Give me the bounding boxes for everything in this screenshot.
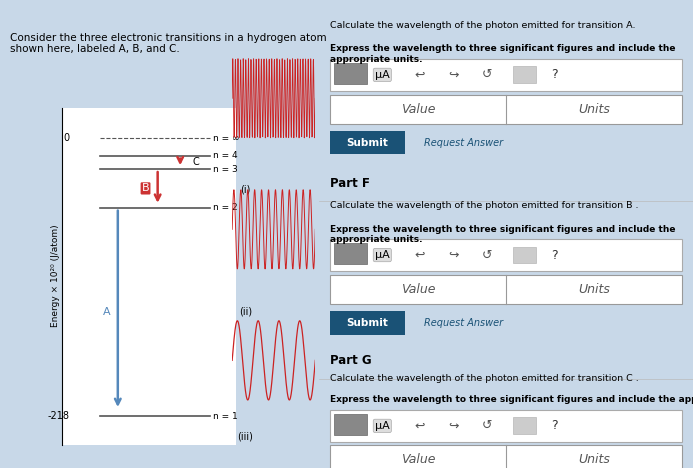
Text: Value: Value [401, 283, 435, 296]
Text: (iii): (iii) [238, 432, 254, 442]
Text: ?: ? [551, 249, 558, 262]
Text: ?: ? [551, 419, 558, 432]
Text: μA: μA [375, 421, 389, 431]
Text: Request Answer: Request Answer [423, 138, 502, 148]
FancyBboxPatch shape [514, 417, 536, 434]
Text: μA: μA [375, 250, 389, 260]
FancyBboxPatch shape [330, 131, 405, 154]
FancyBboxPatch shape [330, 410, 682, 442]
Text: 0: 0 [63, 133, 69, 143]
Text: Calculate the wavelength of the photon emitted for transition A.: Calculate the wavelength of the photon e… [330, 21, 635, 30]
Text: ↪: ↪ [448, 419, 459, 432]
Text: n = ∞: n = ∞ [213, 134, 240, 143]
FancyBboxPatch shape [514, 66, 536, 83]
Text: ↺: ↺ [482, 419, 493, 432]
Text: Express the wavelength to three significant figures and include the appropriate : Express the wavelength to three signific… [330, 395, 693, 404]
Text: ↺: ↺ [482, 68, 493, 81]
Y-axis label: Energy × 10²⁰ (J/atom): Energy × 10²⁰ (J/atom) [51, 225, 60, 328]
Text: Submit: Submit [346, 138, 388, 148]
Text: n = 2: n = 2 [213, 203, 238, 212]
FancyBboxPatch shape [330, 311, 405, 335]
Text: ↩: ↩ [414, 249, 425, 262]
Text: Express the wavelength to three significant figures and include the appropriate : Express the wavelength to three signific… [330, 44, 676, 64]
Text: n = 4: n = 4 [213, 151, 238, 160]
Text: μA: μA [375, 70, 389, 80]
FancyBboxPatch shape [334, 63, 367, 84]
Text: Consider the three electronic transitions in a hydrogen atom
shown here, labeled: Consider the three electronic transition… [10, 33, 326, 54]
Text: ↩: ↩ [414, 68, 425, 81]
Text: C: C [192, 157, 199, 168]
Text: Calculate the wavelength of the photon emitted for transition C .: Calculate the wavelength of the photon e… [330, 374, 639, 383]
FancyBboxPatch shape [514, 247, 536, 263]
Text: Units: Units [578, 283, 610, 296]
Text: ↪: ↪ [448, 249, 459, 262]
Text: Submit: Submit [346, 318, 388, 328]
FancyBboxPatch shape [330, 58, 682, 91]
Text: B: B [141, 183, 150, 193]
Text: n = 3: n = 3 [213, 165, 238, 174]
Text: A: A [103, 307, 111, 317]
Text: Request Answer: Request Answer [423, 318, 502, 328]
FancyBboxPatch shape [330, 445, 682, 468]
Text: ↪: ↪ [448, 68, 459, 81]
Text: n = 1: n = 1 [213, 411, 238, 421]
FancyBboxPatch shape [330, 239, 682, 271]
FancyBboxPatch shape [334, 243, 367, 264]
Text: Units: Units [578, 453, 610, 466]
FancyBboxPatch shape [330, 275, 682, 304]
FancyBboxPatch shape [334, 414, 367, 435]
Text: Value: Value [401, 453, 435, 466]
Text: (i): (i) [240, 185, 251, 195]
Text: Units: Units [578, 103, 610, 116]
Text: Part F: Part F [330, 176, 370, 190]
Text: ?: ? [551, 68, 558, 81]
Text: Express the wavelength to three significant figures and include the appropriate : Express the wavelength to three signific… [330, 225, 676, 244]
Text: ↺: ↺ [482, 249, 493, 262]
Text: Part G: Part G [330, 354, 371, 367]
Text: Value: Value [401, 103, 435, 116]
Text: (ii): (ii) [239, 307, 252, 316]
Text: ↩: ↩ [414, 419, 425, 432]
Text: -218: -218 [47, 411, 69, 421]
FancyBboxPatch shape [330, 95, 682, 124]
Text: Calculate the wavelength of the photon emitted for transition B .: Calculate the wavelength of the photon e… [330, 201, 638, 210]
